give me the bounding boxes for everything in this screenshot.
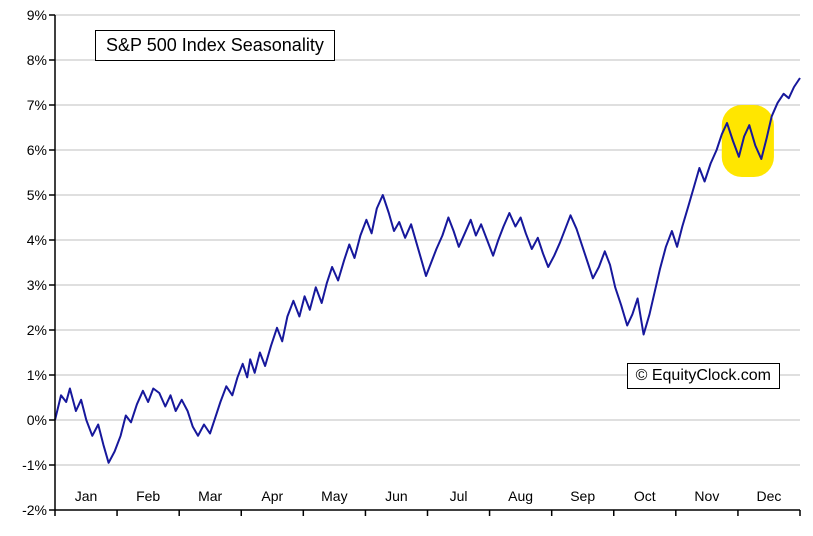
y-tick-label: -2% <box>7 502 47 518</box>
x-tick-label: Dec <box>749 488 789 504</box>
y-tick-label: 0% <box>7 412 47 428</box>
y-tick-label: 7% <box>7 97 47 113</box>
x-tick-label: Jul <box>439 488 479 504</box>
y-tick-label: 6% <box>7 142 47 158</box>
y-tick-label: 2% <box>7 322 47 338</box>
chart-canvas <box>0 0 813 536</box>
x-tick-label: Oct <box>625 488 665 504</box>
y-tick-label: 3% <box>7 277 47 293</box>
x-tick-label: Aug <box>501 488 541 504</box>
chart-source-label: © EquityClock.com <box>627 363 780 389</box>
x-tick-label: Nov <box>687 488 727 504</box>
y-tick-label: -1% <box>7 457 47 473</box>
x-tick-label: May <box>314 488 354 504</box>
x-tick-label: Jan <box>66 488 106 504</box>
y-tick-label: 5% <box>7 187 47 203</box>
y-tick-label: 1% <box>7 367 47 383</box>
y-tick-label: 4% <box>7 232 47 248</box>
x-tick-label: Jun <box>376 488 416 504</box>
x-tick-label: Feb <box>128 488 168 504</box>
chart-title: S&P 500 Index Seasonality <box>95 30 335 61</box>
seasonality-chart: S&P 500 Index Seasonality © EquityClock.… <box>0 0 813 536</box>
x-tick-label: Apr <box>252 488 292 504</box>
x-tick-label: Mar <box>190 488 230 504</box>
y-tick-label: 9% <box>7 7 47 23</box>
y-tick-label: 8% <box>7 52 47 68</box>
x-tick-label: Sep <box>563 488 603 504</box>
